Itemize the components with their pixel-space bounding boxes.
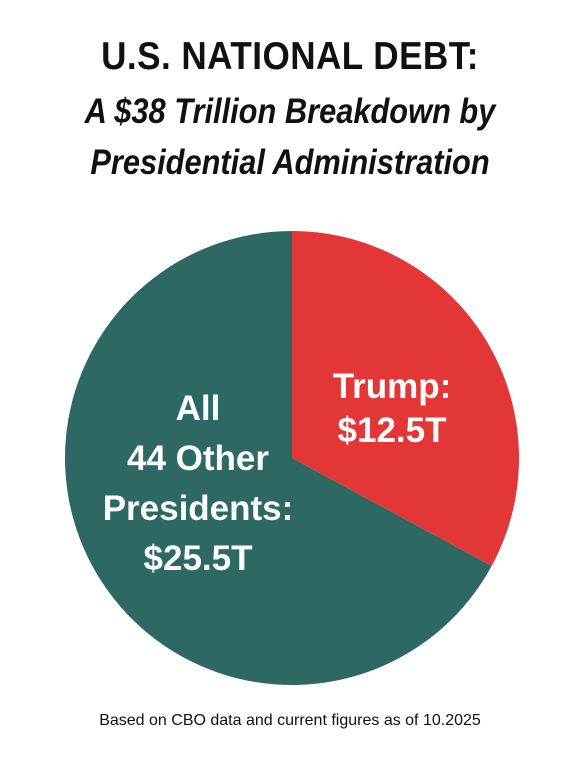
slice-label-line: $25.5T [144, 539, 253, 578]
subtitle-line-2: Presidential Administration [90, 143, 490, 182]
chart-title: U.S. NATIONAL DEBT: [101, 35, 479, 78]
chart-subtitle: A $38 Trillion Breakdown by Presidential… [35, 86, 545, 188]
subtitle-line-1: A $38 Trillion Breakdown by [84, 92, 496, 131]
pie-slice-trump [292, 231, 519, 567]
slice-label-trump: Trump: $12.5T [333, 367, 452, 450]
slice-label-line: Presidents: [103, 489, 294, 528]
source-footnote: Based on CBO data and current figures as… [99, 712, 481, 729]
slice-label-line: Trump: [333, 367, 452, 406]
slice-label-line: $12.5T [338, 411, 447, 450]
slice-label-other-presidents: All 44 Other Presidents: $25.5T [103, 389, 294, 578]
slice-label-line: 44 Other [127, 439, 269, 478]
slice-label-line: All [176, 389, 221, 428]
pie-slice-other-presidents [64, 231, 492, 686]
